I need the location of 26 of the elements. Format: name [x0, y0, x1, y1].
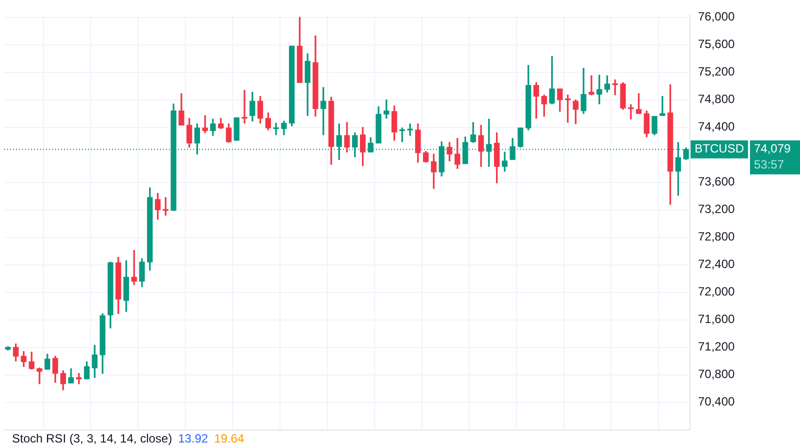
y-tick-label: 71,600 — [698, 312, 736, 326]
candlestick — [588, 75, 594, 96]
y-tick-label: 70,800 — [698, 367, 736, 382]
y-tick-label: 71,200 — [698, 340, 736, 354]
y-tick-label: 72,800 — [698, 230, 736, 244]
y-tick-label: 76,000 — [698, 10, 736, 24]
y-tick-label: 70,400 — [698, 394, 736, 409]
y-tick-label: 74,400 — [698, 120, 736, 134]
y-tick-label: 75,600 — [698, 37, 736, 52]
candlestick — [384, 99, 390, 119]
candlestick — [202, 115, 208, 134]
candlestick — [273, 122, 279, 136]
y-tick-label: 74,800 — [698, 92, 736, 106]
y-tick-label: 72,400 — [698, 257, 736, 272]
y-tick-label: 72,000 — [698, 284, 736, 299]
candlestick — [36, 368, 42, 384]
y-tick-label: 73,200 — [698, 202, 736, 216]
ref-line-label: BTCUSD — [694, 142, 744, 156]
text: 74,079 — [754, 142, 792, 156]
text: 19.64 — [214, 431, 244, 445]
candlestick — [242, 90, 248, 124]
y-tick-label: 75,200 — [698, 64, 736, 79]
text: 13.92 — [178, 431, 208, 445]
y-tick-label: 73,600 — [698, 174, 736, 189]
text: Stoch RSI (3, 3, 14, 14, close) — [12, 431, 172, 445]
text: 53:57 — [754, 158, 784, 172]
